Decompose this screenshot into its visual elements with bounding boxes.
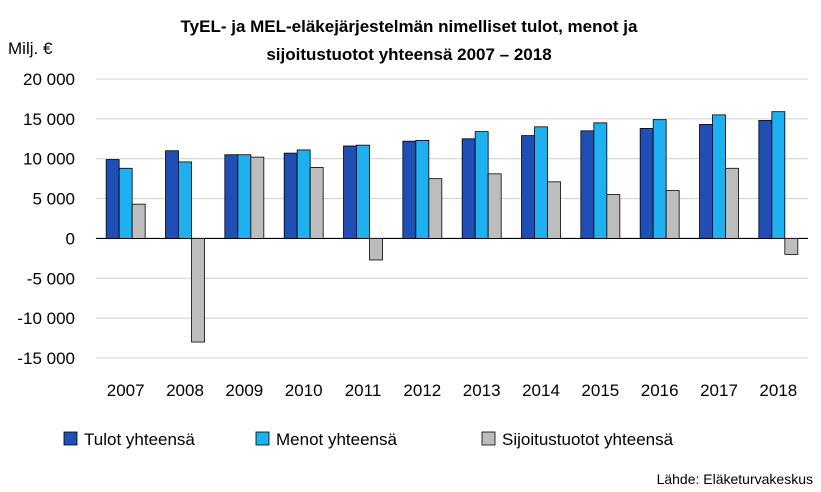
bar-menot-yhteensä-2017 [712, 114, 726, 239]
bar-sijoitustuotot-yhteensä-2007 [131, 203, 146, 239]
bar-tulot-yhteensä-2012 [402, 140, 417, 239]
bar-menot-yhteensä-2011 [356, 144, 370, 239]
legend-label: Sijoitustuotot yhteensä [502, 430, 674, 449]
bar-sijoitustuotot-yhteensä-2012 [428, 178, 443, 239]
bar-sijoitustuotot-yhteensä-2013 [487, 173, 502, 239]
bar-menot-yhteensä-2010 [296, 149, 311, 239]
y-tick-label: 0 [66, 229, 75, 248]
x-tick-label: 2008 [166, 381, 204, 400]
bar-sijoitustuotot-yhteensä-2011 [369, 238, 383, 261]
legend-label: Menot yhteensä [276, 430, 398, 449]
y-tick-labels: 20 000 15 000 10 000 5 000 0 -5 000 -10 000 -15… [17, 70, 75, 368]
y-tick-label: -10 000 [17, 309, 75, 328]
bar-tulot-yhteensä-2008 [165, 150, 179, 239]
grid [96, 78, 808, 359]
y-axis-label: Milj. € [8, 39, 53, 58]
source-note: Lähde: Eläketurvakeskus [657, 471, 813, 487]
legend-label: Tulot yhteensä [84, 430, 195, 449]
x-tick-label: 2015 [581, 381, 619, 400]
x-tick-label: 2017 [700, 381, 738, 400]
legend-swatch [63, 431, 78, 446]
bar-menot-yhteensä-2012 [415, 139, 430, 239]
bar-tulot-yhteensä-2009 [224, 154, 239, 239]
bar-tulot-yhteensä-2017 [699, 124, 713, 239]
y-tick-label: 10 000 [23, 150, 75, 169]
x-tick-label: 2016 [641, 381, 679, 400]
x-tick-label: 2011 [345, 381, 382, 400]
x-tick-label: 2013 [463, 381, 501, 400]
bar-tulot-yhteensä-2011 [343, 145, 357, 239]
bar-tulot-yhteensä-2015 [580, 130, 595, 239]
bar-sijoitustuotot-yhteensä-2016 [665, 190, 680, 239]
bar-tulot-yhteensä-2016 [639, 128, 654, 239]
bar-menot-yhteensä-2007 [118, 167, 133, 239]
y-tick-label: -5 000 [27, 269, 75, 288]
x-tick-label: 2014 [522, 381, 560, 400]
bar-tulot-yhteensä-2013 [461, 138, 476, 239]
bar-menot-yhteensä-2014 [534, 126, 548, 239]
bar-sijoitustuotot-yhteensä-2017 [725, 167, 739, 239]
chart-title-line2: sijoitustuotot yhteensä 2007 – 2018 [266, 45, 551, 64]
bar-tulot-yhteensä-2007 [105, 159, 120, 239]
legend-swatch [481, 431, 496, 446]
bar-menot-yhteensä-2013 [474, 131, 489, 239]
legend: Tulot yhteensä Menot yhteensä Sijoitustuot… [63, 430, 674, 449]
bar-sijoitustuotot-yhteensä-2009 [250, 156, 265, 239]
bar-tulot-yhteensä-2010 [283, 152, 298, 239]
bar-menot-yhteensä-2016 [652, 119, 667, 239]
x-tick-labels: 2007 2008 2009 2010 2011 2012 2013 2014 2015 2016… [107, 381, 797, 400]
x-tick-label: 2018 [759, 381, 797, 400]
legend-swatch [255, 431, 270, 446]
bar-menot-yhteensä-2015 [593, 122, 608, 239]
x-tick-label: 2009 [225, 381, 263, 400]
bar-tulot-yhteensä-2014 [521, 135, 535, 239]
bars [105, 111, 799, 343]
x-tick-label: 2010 [285, 381, 323, 400]
bar-menot-yhteensä-2009 [237, 154, 252, 239]
x-tick-label: 2012 [403, 381, 441, 400]
bar-menot-yhteensä-2018 [771, 111, 786, 239]
y-tick-label: -15 000 [17, 349, 75, 368]
bar-menot-yhteensä-2008 [178, 161, 192, 239]
y-tick-label: 20 000 [23, 70, 75, 89]
y-tick-label: 15 000 [23, 110, 75, 129]
chart-title-line1: TyEL- ja MEL-eläkejärjestelmän nimellise… [181, 17, 638, 36]
y-tick-label: 5 000 [32, 190, 75, 209]
bar-sijoitustuotot-yhteensä-2018 [784, 238, 799, 255]
bar-sijoitustuotot-yhteensä-2015 [606, 194, 621, 239]
bar-sijoitustuotot-yhteensä-2008 [191, 238, 205, 343]
bar-sijoitustuotot-yhteensä-2014 [547, 181, 561, 239]
bar-sijoitustuotot-yhteensä-2010 [309, 167, 324, 239]
x-tick-label: 2007 [107, 381, 145, 400]
bar-tulot-yhteensä-2018 [758, 120, 773, 239]
